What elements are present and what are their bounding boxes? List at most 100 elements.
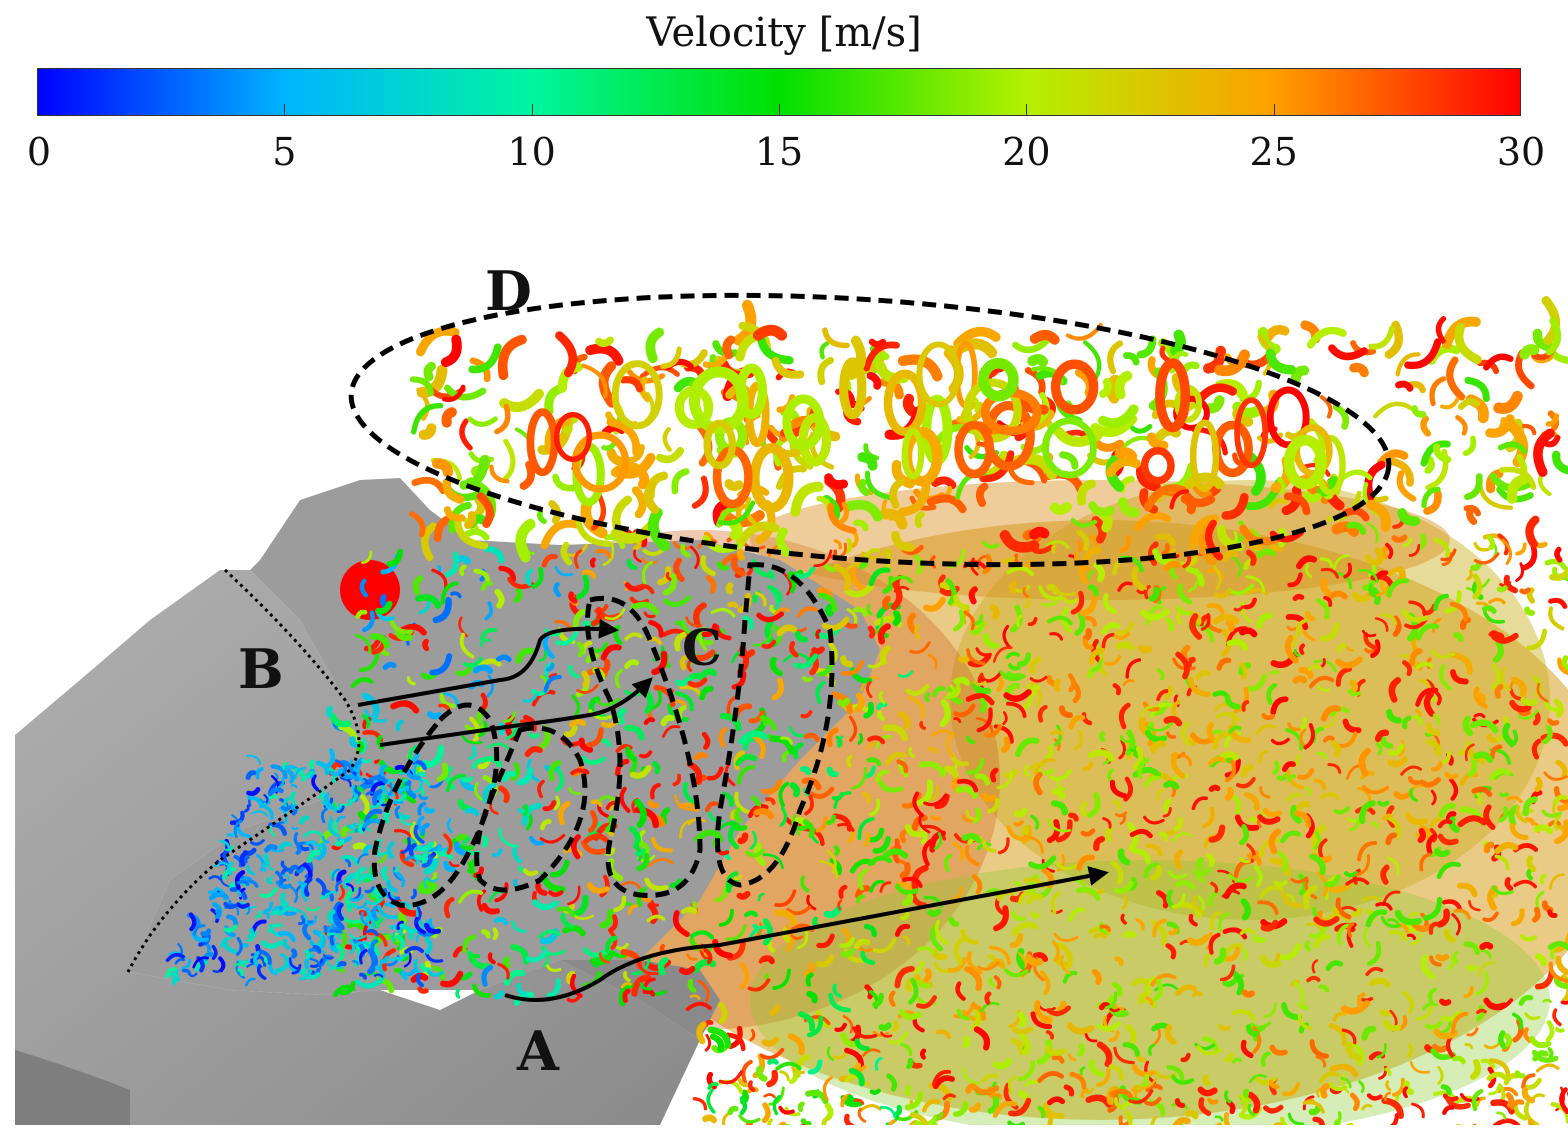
- vortex-tube: [1047, 1116, 1054, 1125]
- vortex-tube: [957, 1008, 970, 1021]
- vortex-tube: [1536, 682, 1549, 703]
- vortex-tube: [1173, 817, 1183, 832]
- vortex-tube: [867, 741, 876, 751]
- vortex-tube: [480, 627, 497, 641]
- vortex-tube: [1316, 751, 1328, 760]
- hairpin-vortex: [839, 357, 867, 420]
- vortex-tube: [423, 806, 435, 814]
- vortex-tube: [1219, 964, 1236, 982]
- vortex-tube: [882, 724, 908, 742]
- vortex-tube: [1419, 852, 1432, 872]
- vortex-tube: [706, 1088, 716, 1114]
- vortex-tube: [376, 610, 395, 622]
- vortex-tube: [281, 867, 290, 875]
- vortex-tube: [1494, 842, 1519, 855]
- vortex-tube: [1245, 1024, 1259, 1037]
- vortex-tube: [802, 676, 813, 683]
- vortex-tube: [1115, 641, 1135, 652]
- vortex-tube: [441, 407, 457, 428]
- vortex-tube: [1299, 728, 1307, 748]
- vortex-tube: [436, 762, 449, 783]
- vortex-tube: [657, 957, 669, 976]
- vortex-tube: [537, 779, 545, 799]
- vortex-tube: [775, 1061, 802, 1071]
- vortex-tube: [1366, 522, 1379, 544]
- vortex-tube: [1015, 737, 1040, 757]
- vortex-tube: [235, 936, 243, 956]
- vortex-tube: [644, 989, 656, 997]
- vehicle-body: [15, 478, 880, 1125]
- vortex-tube: [1433, 1028, 1458, 1040]
- vortex-tube: [1380, 864, 1390, 885]
- vortex-tube: [1073, 730, 1083, 751]
- vortex-tube: [1313, 830, 1322, 851]
- vortex-tube: [492, 927, 499, 941]
- vortex-tube: [639, 750, 653, 759]
- vortex-tube: [1112, 683, 1122, 696]
- vortex-tube: [1376, 449, 1409, 467]
- vortex-tube: [401, 969, 408, 981]
- vortex-tube: [1009, 580, 1018, 595]
- vortex-tube: [790, 481, 824, 517]
- vortex-tube: [1088, 1059, 1105, 1078]
- vortex-tube: [1056, 1000, 1067, 1013]
- vortex-tube: [1290, 365, 1310, 384]
- vortex-tube: [1076, 854, 1095, 871]
- vortex-tube: [614, 668, 623, 689]
- vortex-tube: [288, 957, 301, 971]
- vortex-tube: [914, 511, 925, 529]
- vortex-tube: [1013, 820, 1024, 827]
- vortex-tube: [962, 1035, 971, 1049]
- vortex-tube: [1165, 731, 1177, 739]
- vortex-tube: [516, 982, 529, 997]
- vortex-tube: [1034, 1000, 1053, 1024]
- vortex-tube: [824, 1102, 834, 1121]
- vortex-tube: [977, 673, 985, 690]
- vortex-tube: [1079, 1066, 1086, 1076]
- vortex-tube: [930, 924, 944, 952]
- vortex-tube: [492, 848, 503, 857]
- vortex-tube: [1215, 1122, 1223, 1125]
- vortex-tube: [679, 818, 696, 840]
- vortex-tube: [1329, 1063, 1359, 1078]
- vortex-tube: [680, 543, 691, 558]
- vortex-tube: [923, 968, 932, 983]
- vortex-tube: [1239, 856, 1251, 864]
- vortex-tube: [207, 886, 219, 895]
- vortex-tube: [908, 1120, 916, 1125]
- vortex-tube: [1411, 405, 1427, 418]
- vortex-tube: [1272, 1122, 1284, 1125]
- vortex-tube: [315, 877, 327, 896]
- vortex-tube: [1062, 970, 1078, 984]
- vortex-tube: [1313, 659, 1337, 673]
- vortex-tube: [815, 816, 828, 833]
- vortex-tube: [1435, 953, 1450, 962]
- vortex-tube: [689, 930, 715, 940]
- vortex-tube: [926, 494, 967, 514]
- vortex-tube: [1024, 1079, 1039, 1087]
- vortex-tube: [894, 923, 911, 937]
- vortex-tube: [758, 955, 771, 964]
- vortex-tube: [872, 992, 884, 1007]
- vortex-tube: [613, 895, 627, 913]
- vortex-tube: [674, 631, 687, 652]
- vortex-tube: [1295, 555, 1318, 570]
- vortex-tube: [247, 927, 254, 939]
- vortex-tube: [909, 641, 931, 654]
- vortex-tube: [450, 591, 462, 599]
- vortex-tube: [1029, 684, 1041, 697]
- label-b: B: [238, 637, 284, 701]
- vortex-tube: [888, 1031, 909, 1045]
- region-c-loop-4: [715, 562, 835, 888]
- vortex-tube: [767, 1058, 779, 1065]
- vortex-tube: [721, 1111, 731, 1125]
- vortex-tube: [1101, 632, 1115, 649]
- vortex-tube: [247, 795, 264, 809]
- vortex-tube: [867, 656, 886, 669]
- hairpin-vortex: [1266, 386, 1310, 449]
- vortex-tube: [651, 650, 668, 676]
- vortex-tube: [724, 479, 744, 491]
- vortex-tube: [259, 887, 278, 899]
- vortex-tube: [1524, 1101, 1540, 1125]
- vortex-tube: [355, 866, 367, 885]
